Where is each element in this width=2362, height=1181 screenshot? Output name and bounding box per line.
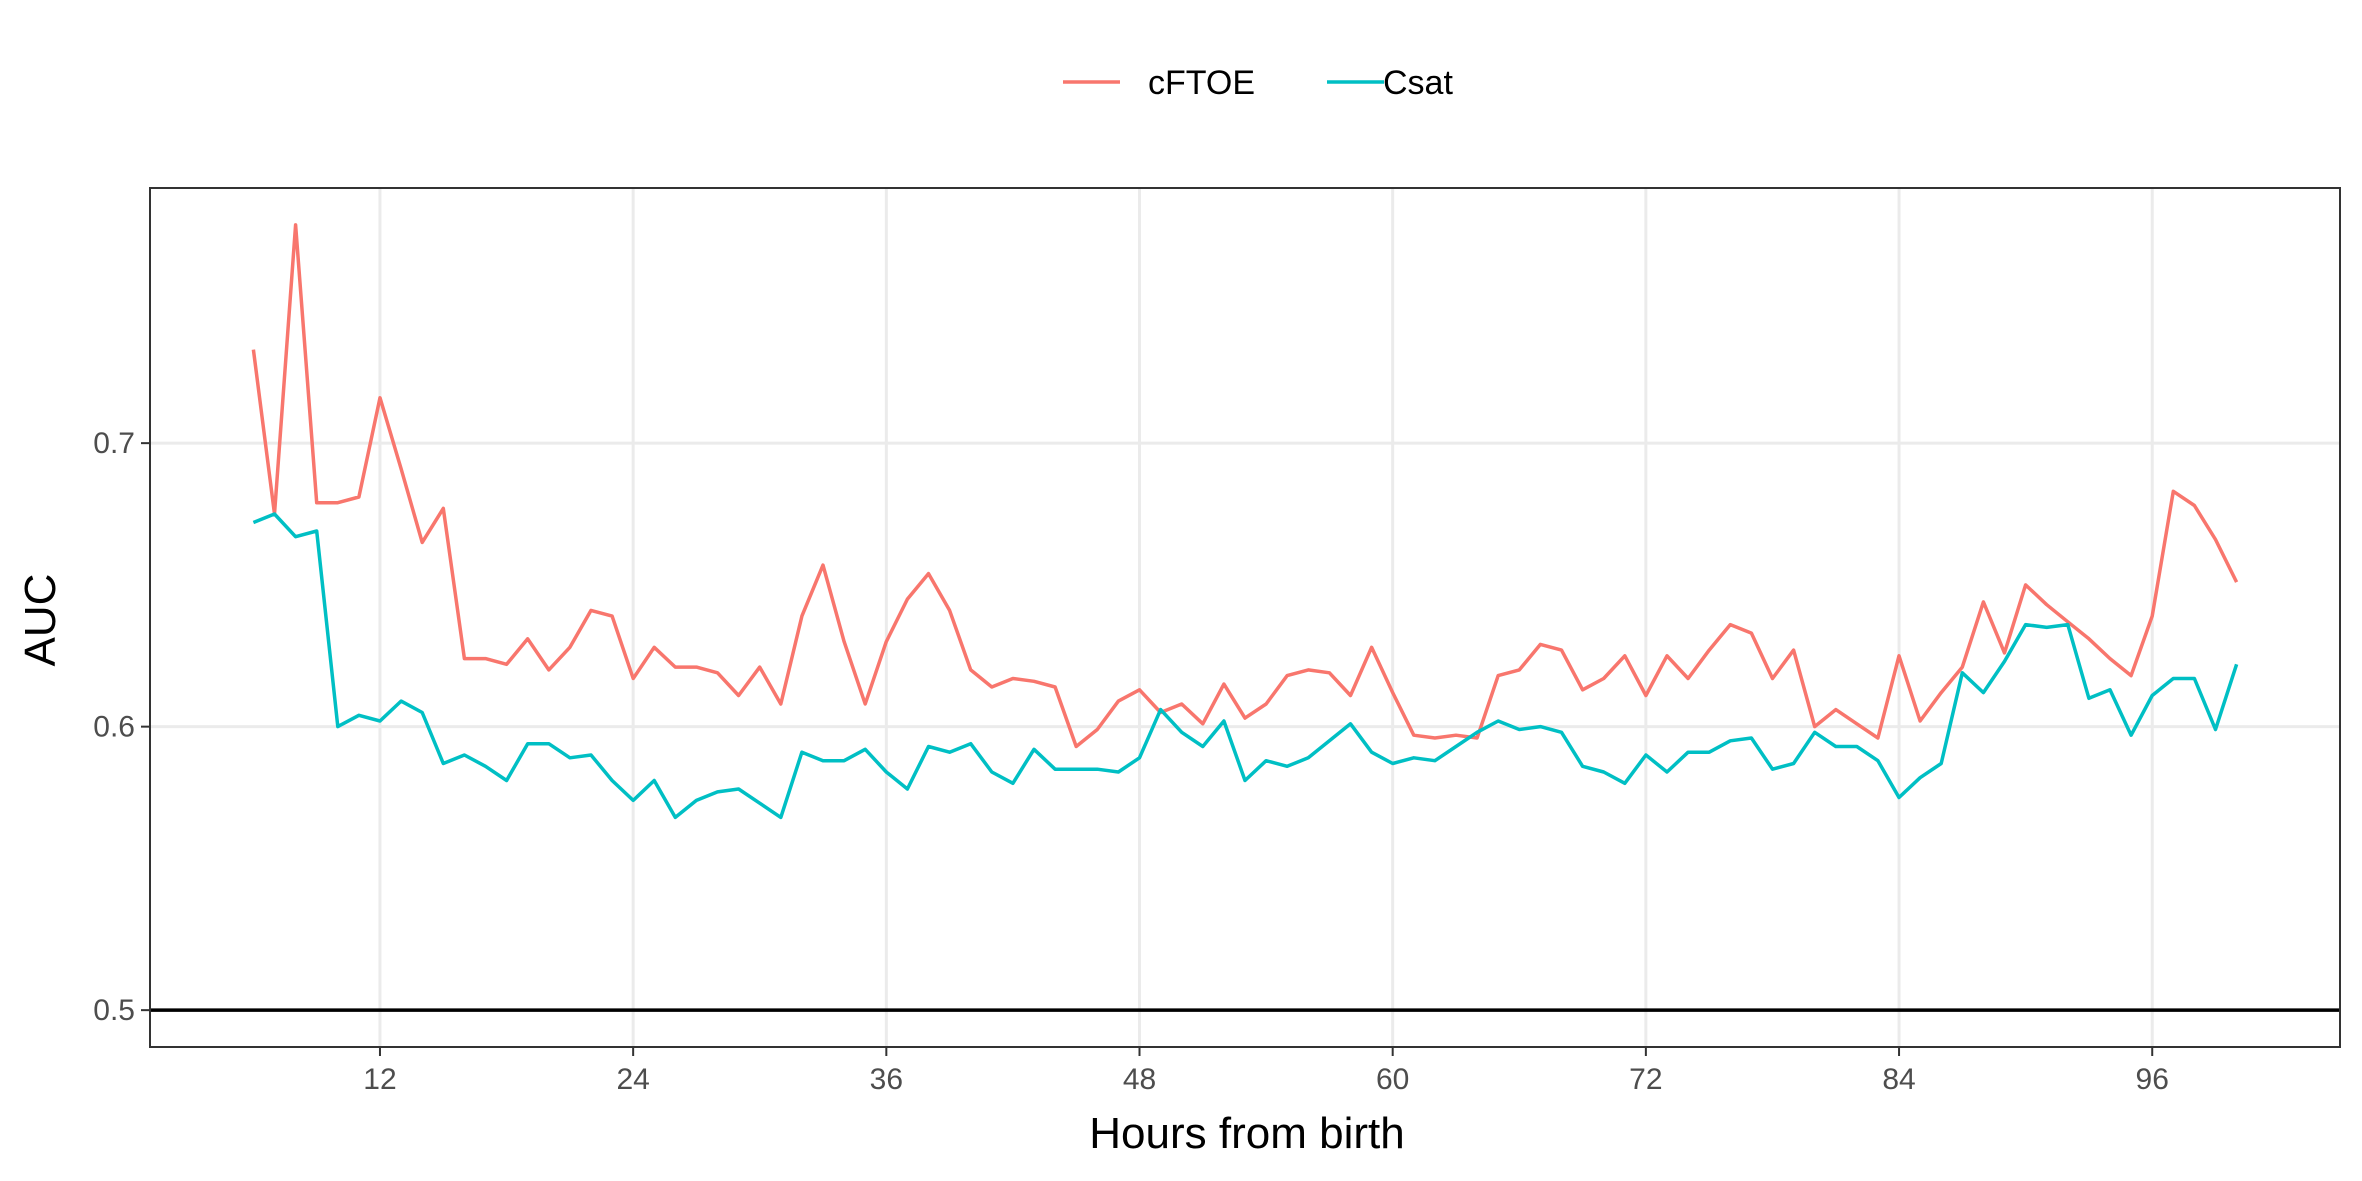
x-tick-label: 84 <box>1882 1063 1915 1096</box>
x-tick-label: 72 <box>1629 1063 1662 1096</box>
legend-label-cftoe: cFTOE <box>1148 64 1255 102</box>
y-tick-label: 0.5 <box>93 994 135 1027</box>
x-axis-ticks: 12 24 36 48 60 72 84 96 <box>363 1047 2169 1096</box>
legend: cFTOE Csat <box>1063 64 1453 102</box>
x-tick-label: 96 <box>2136 1063 2169 1096</box>
legend-label-csat: Csat <box>1383 64 1453 102</box>
x-axis-title: Hours from birth <box>1089 1109 1404 1158</box>
y-axis-title: AUC <box>16 574 65 667</box>
y-tick-label: 0.7 <box>93 427 135 460</box>
x-tick-label: 12 <box>363 1063 396 1096</box>
y-axis-ticks: 0.5 0.6 0.7 <box>93 427 150 1027</box>
series-line-cftoe <box>251 223 2239 749</box>
x-tick-label: 36 <box>870 1063 903 1096</box>
x-tick-label: 60 <box>1376 1063 1409 1096</box>
gridlines <box>150 188 2340 1047</box>
series-lines <box>251 223 2239 820</box>
x-tick-label: 24 <box>616 1063 649 1096</box>
x-tick-label: 48 <box>1123 1063 1156 1096</box>
series-line-csat <box>252 512 2239 820</box>
y-tick-label: 0.6 <box>93 711 135 744</box>
plot-panel-border <box>149 187 2341 1048</box>
